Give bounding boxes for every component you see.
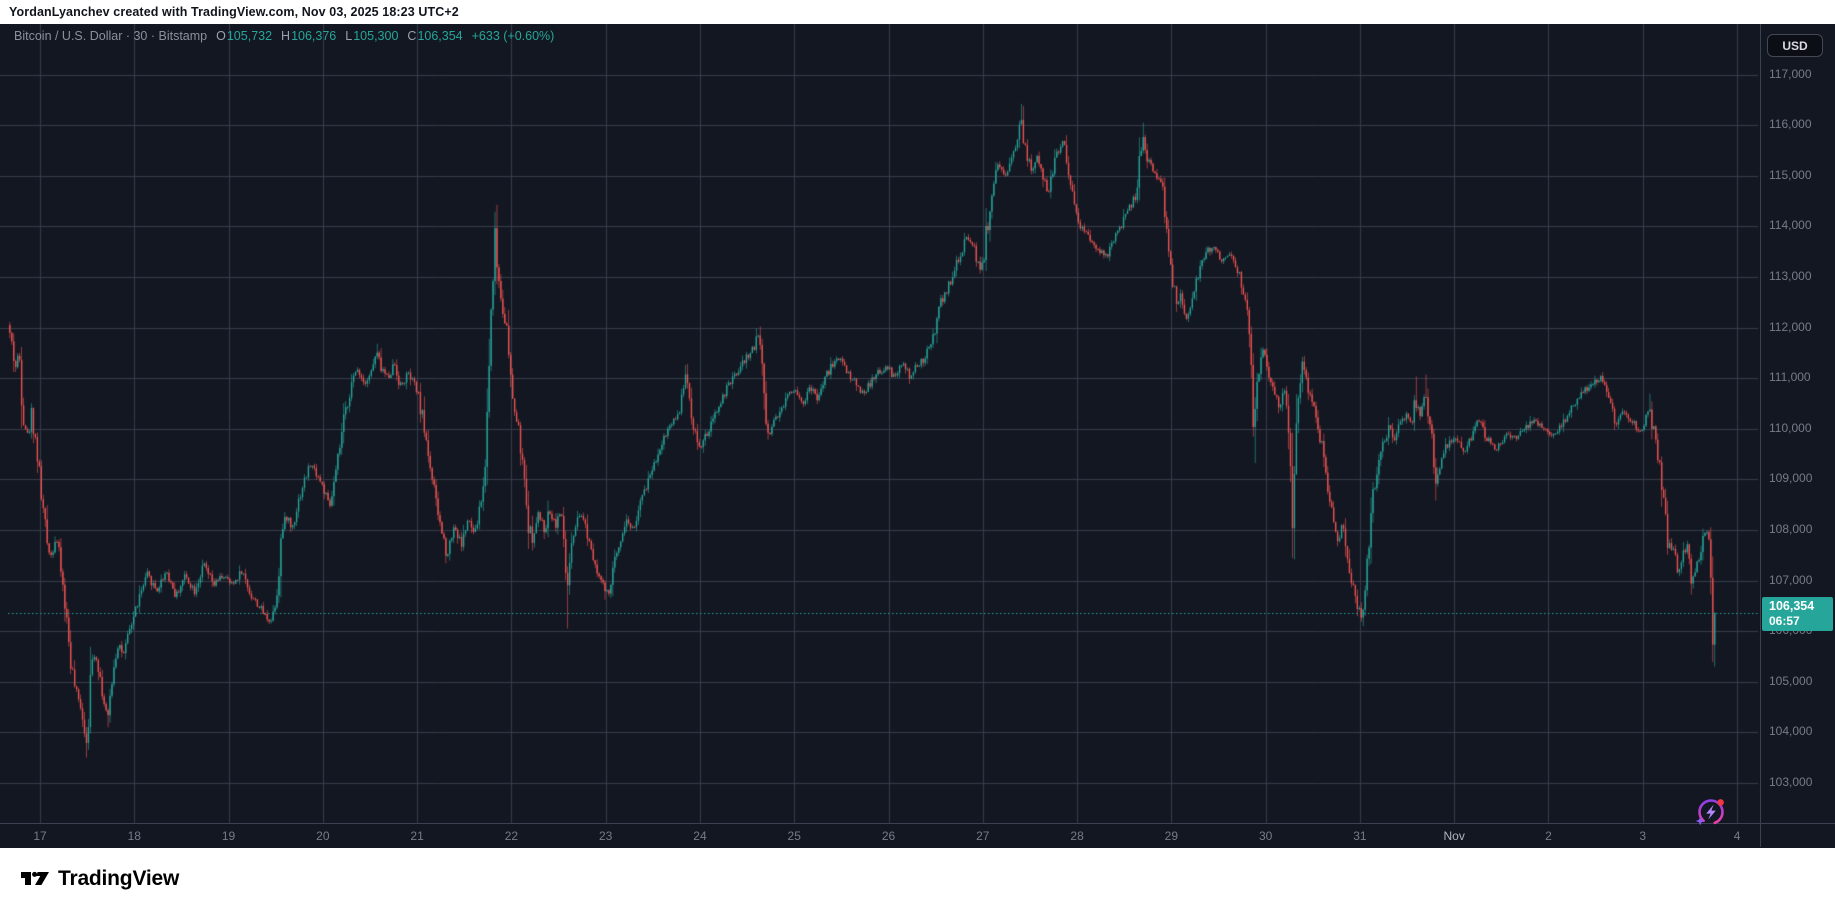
time-tick-label: 2	[1545, 829, 1552, 843]
price-tick-label: 104,000	[1769, 724, 1813, 739]
change-value: +633 (+0.60%)	[471, 29, 555, 43]
ohlc-high: H 106,376	[281, 29, 337, 43]
lightning-bolt-icon	[1706, 804, 1716, 820]
time-tick-label: 23	[598, 829, 613, 843]
time-tick-label: 27	[976, 829, 990, 843]
price-tick-label: 117,000	[1769, 66, 1812, 81]
time-axis[interactable]: 17 18 19 20 21 22 23 24 25 26 27 28 29 30 31 Nov 2 3 4	[0, 823, 1835, 848]
ohlc-close: C 106,354	[407, 29, 463, 43]
time-tick-label: 4	[1733, 829, 1741, 843]
time-tick-label: 30	[1258, 829, 1273, 843]
tradingview-logo-text: TradingView	[58, 866, 180, 890]
sparkle-icon	[1695, 816, 1705, 826]
chart-legend: Bitcoin / U.S. Dollar · 30 · Bitstamp O …	[14, 29, 554, 43]
tradingview-logo-mark	[21, 871, 49, 885]
price-tick-label: 115,000	[1769, 167, 1812, 182]
footer: TradingView	[0, 848, 1835, 909]
currency-toggle-button[interactable]: USD	[1767, 34, 1823, 57]
price-tick-label: 107,000	[1769, 572, 1813, 587]
price-tick-label: 105,000	[1769, 673, 1813, 688]
time-tick-label: 19	[221, 829, 236, 843]
ohlc-low: L 105,300	[345, 29, 399, 43]
time-tick-label: 20	[316, 829, 330, 843]
price-tick-label: 114,000	[1769, 218, 1812, 233]
attribution-text: YordanLyanchev created with TradingView.…	[9, 5, 459, 19]
time-tick-label: 21	[410, 829, 424, 843]
price-tick-label: 112,000	[1769, 319, 1812, 334]
notification-dot	[1717, 799, 1724, 806]
time-tick-label: 3	[1639, 829, 1647, 843]
time-tick-label: 28	[1070, 829, 1084, 843]
price-tick-label: 109,000	[1769, 471, 1813, 486]
time-tick-label: 29	[1164, 829, 1179, 843]
candlestick-chart-canvas[interactable]	[0, 24, 1835, 848]
time-tick-label: 17	[33, 829, 47, 843]
ohlc-open: O 105,732	[216, 29, 273, 43]
time-tick-label: 31	[1353, 829, 1367, 843]
price-axis[interactable]: 117,000 116,000 115,000 114,000 113,000 112,0…	[1760, 24, 1835, 847]
price-tick-label: 113,000	[1769, 268, 1812, 283]
time-tick-label: Nov	[1443, 829, 1465, 843]
last-price-tag: 106,354 06:57	[1762, 596, 1833, 631]
price-tick-label: 111,000	[1769, 370, 1811, 385]
time-tick-label: 26	[881, 829, 896, 843]
last-price-value: 106,354	[1769, 598, 1815, 613]
candle-countdown: 06:57	[1769, 613, 1800, 628]
price-tick-label: 108,000	[1769, 521, 1813, 536]
price-tick-label: 110,000	[1769, 420, 1812, 435]
boost-reaction-icon[interactable]	[1695, 796, 1727, 828]
chart-area: Bitcoin / U.S. Dollar · 30 · Bitstamp O …	[0, 24, 1835, 848]
tradingview-logo[interactable]: TradingView	[20, 867, 179, 891]
time-tick-label: 24	[693, 829, 707, 843]
time-tick-label: 22	[504, 829, 519, 843]
symbol-title: Bitcoin / U.S. Dollar · 30 · Bitstamp	[14, 29, 208, 43]
time-tick-label: 25	[787, 829, 801, 843]
time-tick-label: 18	[127, 829, 141, 843]
price-tick-label: 103,000	[1769, 774, 1813, 789]
price-tick-label: 116,000	[1769, 117, 1812, 132]
title-bar: YordanLyanchev created with TradingView.…	[0, 0, 1835, 24]
